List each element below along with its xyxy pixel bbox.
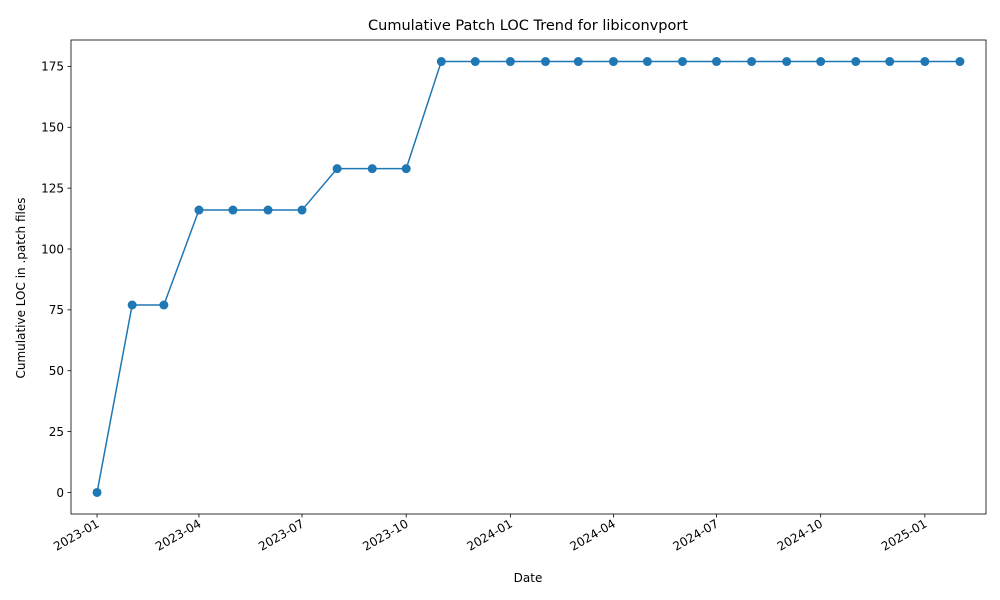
plot-area xyxy=(70,39,987,515)
y-tick-label: 125 xyxy=(41,181,64,195)
data-point xyxy=(955,57,965,67)
y-axis: 0 25 50 75 100 125 150 175 xyxy=(41,60,71,500)
plot-frame xyxy=(70,39,987,515)
series-line xyxy=(96,60,960,493)
data-point xyxy=(851,57,861,67)
data-point xyxy=(159,300,169,310)
data-point xyxy=(573,57,583,67)
data-point xyxy=(885,57,895,67)
data-point xyxy=(127,300,137,310)
y-tick-label: 100 xyxy=(41,242,64,256)
data-point xyxy=(747,57,757,67)
data-point xyxy=(642,57,652,67)
data-point xyxy=(436,57,446,67)
chart-title: Cumulative Patch LOC Trend for libiconvp… xyxy=(368,18,688,34)
x-axis-label: Date xyxy=(514,571,543,585)
y-axis-label: Cumulative LOC in .patch files xyxy=(14,198,28,379)
y-tick-label: 75 xyxy=(49,303,64,317)
y-tick-label: 50 xyxy=(49,364,64,378)
data-point xyxy=(816,57,826,67)
y-tick-label: 150 xyxy=(41,121,64,135)
data-point xyxy=(92,487,102,497)
data-point xyxy=(782,57,792,67)
data-point xyxy=(920,57,930,67)
y-tick-label: 25 xyxy=(49,425,64,439)
data-point xyxy=(470,57,480,67)
data-point xyxy=(263,205,273,215)
data-point xyxy=(711,57,721,67)
data-point xyxy=(678,57,688,67)
data-series xyxy=(92,57,965,497)
data-point xyxy=(297,205,307,215)
data-point xyxy=(608,57,618,67)
y-tick-label: 175 xyxy=(41,60,64,74)
y-tick-label: 0 xyxy=(56,486,64,500)
data-point xyxy=(401,164,411,174)
data-point xyxy=(228,205,238,215)
data-point xyxy=(505,57,515,67)
data-point xyxy=(332,164,342,174)
data-point xyxy=(540,57,550,67)
data-point xyxy=(367,164,377,174)
data-point xyxy=(194,205,204,215)
